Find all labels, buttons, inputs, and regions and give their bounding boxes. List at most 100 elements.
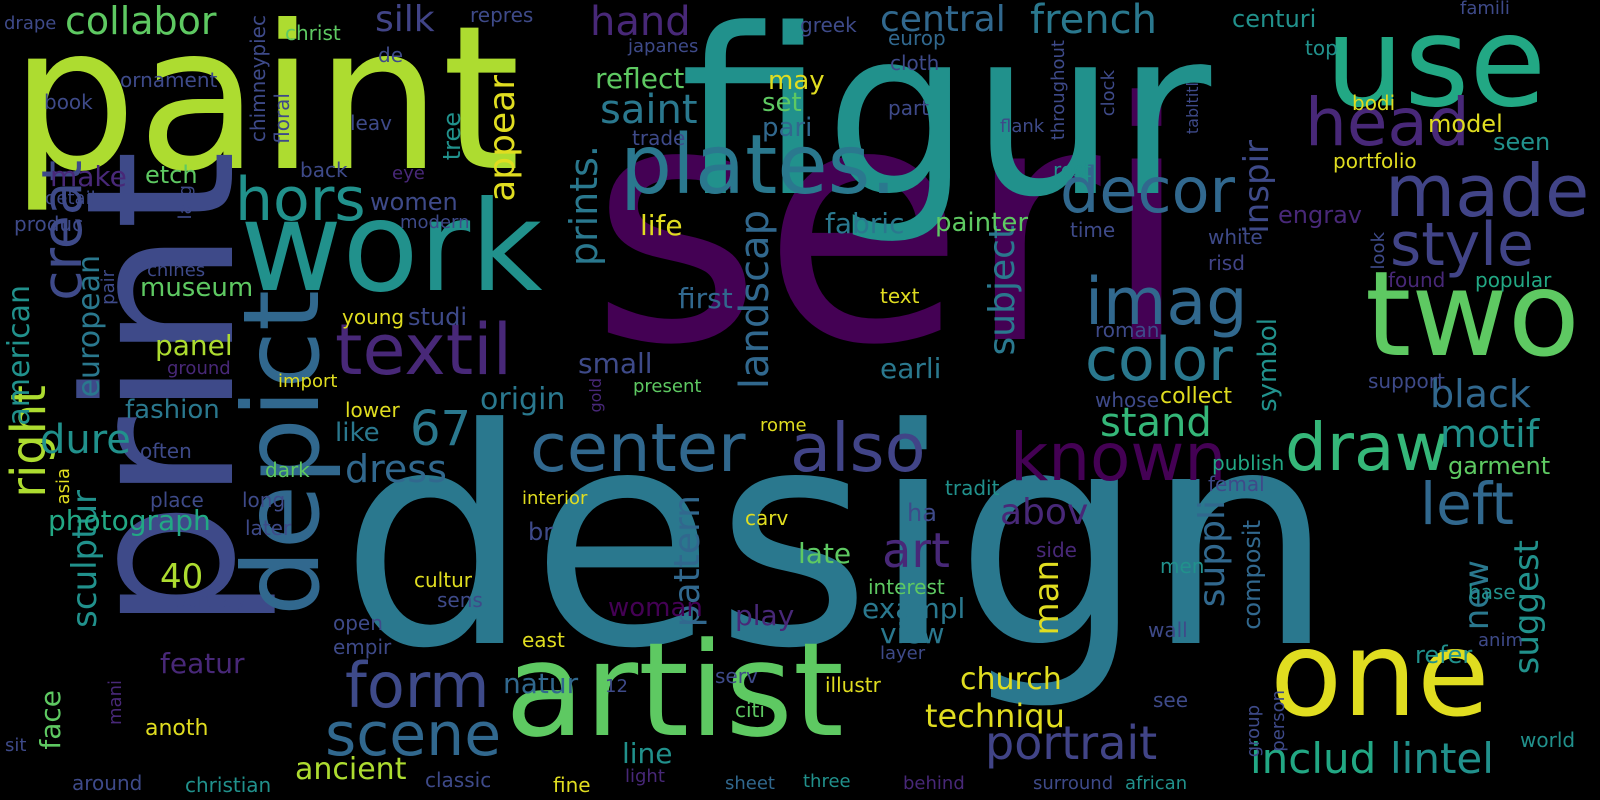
word-abov: abov [1000,492,1089,533]
word-etch: etch [145,161,198,189]
word-modern: modern [400,212,470,233]
word-anoth: anoth [145,716,209,741]
word-often: often [140,439,192,463]
word-woman: woman [608,593,703,623]
word-mani: mani [105,680,126,725]
word-art: art [882,523,950,579]
word-group: group [1243,705,1264,758]
word-interest: interest [868,575,945,599]
word-around: around [72,771,143,795]
word-empir: empir [333,635,392,659]
word-may: may [768,66,825,96]
word-produc: produc [14,212,84,236]
word-light: light [625,766,665,787]
word-repres: repres [470,3,534,27]
word-natur: natur [503,667,579,700]
word-make: make [50,160,127,193]
word-paint: paint [10,0,521,216]
word-interior: interior [522,488,588,509]
word-risd: risd [1208,251,1245,275]
word-dure: dure [40,417,131,463]
word-central: central [880,0,1006,40]
word-surround: surround [1033,773,1114,794]
word-see: see [1153,688,1189,712]
word-imag: imag [1085,265,1248,340]
word-exampl: exampl [862,592,966,625]
word-floral: floral [270,93,294,144]
word-panel: panel [155,329,233,362]
word-present: present [633,376,702,397]
word-inspir: inspir [1237,140,1277,234]
word-throughout: throughout [1048,40,1069,141]
word-whose: whose [1095,388,1159,412]
word-behind: behind [903,773,965,794]
word-subject: subject [982,225,1023,356]
word-portfolio: portfolio [1333,149,1417,173]
word-later: later [245,516,292,540]
word-garment: garment [1448,452,1551,480]
word-portray: portray [173,588,247,612]
word-cultur: cultur [414,568,472,592]
word-fine: fine [553,773,591,797]
word-set: set [762,88,802,118]
word-dark: dark [265,458,310,482]
word-color: color [1085,325,1233,395]
word-techniqu: techniqu [925,697,1065,735]
word-fashion: fashion [125,395,220,425]
word-suggest: suggest [1507,540,1547,675]
word-left: left [1420,470,1514,538]
word-12: 12 [605,676,628,697]
word-motif: motif [1440,412,1540,456]
word-person: person [1268,690,1289,752]
word-draw: draw [1285,409,1449,486]
word-femal: femal [1208,472,1265,496]
word-refer: refer [1415,641,1473,669]
word-appear: appear [482,75,523,202]
word-larg: larg [175,185,196,220]
word-lintel: lintel [1390,734,1494,783]
word-silk: silk [375,0,435,40]
word-base: base [1468,580,1516,604]
word-head: head [1305,84,1470,161]
word-look: look [1368,232,1389,270]
word-ornament: ornament [120,68,218,92]
word-play: play [735,599,795,632]
word-church: church [960,662,1062,697]
word-eye: eye [392,163,425,184]
word-east: east [522,628,565,652]
word-man: man [1027,560,1067,636]
word-time: time [1070,218,1116,242]
word-drape: drape [4,13,57,34]
word-world: world [1520,728,1576,752]
word-hors: hors [235,165,366,235]
word-trade: trade [632,126,686,150]
word-decor: decor [1060,154,1236,227]
word-top: top [1305,36,1338,60]
word-work: work [240,175,543,320]
word-textil: textil [335,309,513,391]
word-saint: saint [600,87,698,133]
word-style: style [1390,210,1534,280]
word-wall: wall [1148,618,1188,642]
word-famili: famili [1460,0,1510,19]
word-reflect: reflect [595,62,685,95]
word-plates-sym: plates. [620,118,897,213]
word-seen: seen [1493,128,1551,156]
word-christ: christ [285,21,341,45]
word-ha: ha [907,499,937,527]
word-tradit: tradit [945,476,1000,500]
word-centuri: centuri [1232,5,1317,33]
word-white: white [1208,225,1263,249]
word-citi: citi [735,698,765,722]
word-publish: publish [1212,451,1285,475]
word-model: model [1428,110,1503,138]
word-open: open [333,611,383,635]
word-view: view [880,617,945,650]
word-place: place [150,488,204,512]
word-small: small [578,347,653,380]
word-life: life [640,209,683,242]
word-origin: origin [480,382,566,417]
word-cloth: cloth [890,51,940,75]
word-popular: popular [1475,268,1552,292]
word--sym: ` [155,196,164,217]
